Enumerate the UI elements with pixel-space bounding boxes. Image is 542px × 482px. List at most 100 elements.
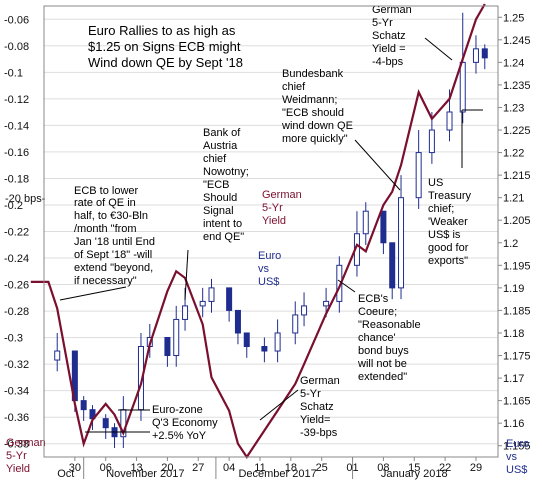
title-line: $1.25 on Signs ECB might — [88, 39, 241, 54]
left-tick-label: -0.26 — [4, 280, 29, 292]
left-tick-label: -0.14 — [4, 120, 29, 132]
left-tick-label: -0.16 — [4, 147, 29, 159]
candle-body — [481, 48, 488, 59]
label-euro-vs-usd: Euro vs US$ — [258, 250, 284, 288]
x-month-label: November 2017 — [106, 468, 184, 480]
candle-body — [398, 197, 405, 289]
right-tick-label: 1.17 — [503, 373, 524, 385]
title-line: Wind down QE by Sept '18 — [88, 55, 243, 70]
right-tick-label: 1.21 — [503, 193, 524, 205]
candle-body — [261, 346, 268, 352]
candle-body — [428, 129, 435, 154]
right-tick-label: 1.22 — [503, 148, 524, 160]
candle-body — [292, 314, 299, 334]
x-month-label: Oct — [57, 468, 74, 480]
candle-body — [362, 210, 369, 235]
candle-body — [380, 210, 387, 244]
x-day-label: 18 — [285, 462, 297, 474]
candle-body — [102, 418, 109, 429]
annotation-schatz-bottom: German 5-Yr Schatz Yield= -39-bps — [300, 375, 343, 439]
candle-body — [323, 300, 330, 307]
left-unit-label: -20 bps- — [5, 193, 46, 205]
annotation-leaders — [59, 37, 483, 433]
candle-body — [472, 48, 479, 63]
annotation-bundesbank: Bundesbank chief Weidmann; "ECB should w… — [281, 68, 356, 145]
annotation-q3: Euro-zone Q'3 Economy +2.5% YoY — [152, 404, 221, 442]
right-tick-label: 1.165 — [503, 396, 531, 408]
right-tick-label: 1.235 — [503, 80, 531, 92]
left-tick-label: -0.38 — [4, 439, 29, 451]
right-tick-label: 1.215 — [503, 170, 531, 182]
x-day-label: 22 — [439, 462, 451, 474]
plot-frame — [43, 5, 499, 458]
x-day-label: 25 — [316, 462, 328, 474]
x-month-label: January 2018 — [381, 468, 448, 480]
x-day-label: 11 — [254, 462, 265, 474]
candle-body — [243, 332, 250, 348]
left-tick-label: -0.18 — [4, 173, 29, 185]
left-tick-label: -0.06 — [4, 14, 29, 26]
x-day-label: 15 — [408, 462, 420, 474]
annotation-us-treasury: US Treasury chief; 'Weaker US$ is good f… — [428, 177, 474, 267]
candle-body — [415, 152, 422, 199]
left-tick-label: -0.24 — [4, 253, 29, 265]
right-tick-label: 1.2 — [503, 238, 518, 250]
right-tick-label: 1.205 — [503, 215, 531, 227]
title-line: Euro Rallies to as high as — [88, 23, 236, 38]
candle-body — [54, 350, 61, 361]
candle-body — [208, 287, 215, 302]
annotation-schatz-top: German 5-Yr Schatz Yield = -4-bps — [372, 4, 415, 68]
left-tick-label: -0.08 — [4, 41, 29, 53]
candle-body — [80, 400, 87, 411]
x-day-label: 30 — [69, 462, 81, 474]
candle-body — [173, 318, 180, 357]
right-tick-label: 1.185 — [503, 305, 531, 317]
candle-body — [274, 332, 281, 352]
candle-body — [446, 111, 453, 131]
candle-body — [301, 305, 308, 316]
x-day-label: 13 — [130, 462, 142, 474]
left-tick-label: -0.28 — [4, 306, 29, 318]
candle-body — [199, 300, 206, 307]
right-tick-label: 1.16 — [503, 418, 524, 430]
left-axis-ticks: -0.06 -0.08 -0.1 -0.12 -0.14 -0.16 -0.18 -0.2 -0… — [4, 14, 29, 450]
label-german-5yr-yield: German 5-Yr Yield — [262, 189, 305, 227]
right-tick-label: 1.18 — [503, 328, 524, 340]
x-day-label: 06 — [100, 462, 112, 474]
left-tick-label: -0.32 — [4, 359, 29, 371]
right-tick-label: 1.195 — [503, 260, 531, 272]
left-tick-label: -0.1 — [4, 67, 23, 79]
right-tick-label: 1.225 — [503, 125, 531, 137]
x-day-label: 20 — [161, 462, 173, 474]
x-month-label: December 2017 — [238, 468, 316, 480]
left-tick-label: -0.22 — [4, 227, 29, 239]
left-tick-label: -0.2 — [4, 200, 23, 212]
annotation-ecb-lower: ECB to lower rate of QE in half, to €30-… — [74, 185, 158, 287]
x-day-label: 27 — [192, 462, 204, 474]
left-tick-label: -0.3 — [4, 333, 23, 345]
chart-title: Euro Rallies to as high as $1.25 on Sign… — [88, 23, 244, 70]
right-tick-label: 1.245 — [503, 35, 531, 47]
right-tick-label: 1.24 — [503, 57, 524, 69]
candle-body — [182, 305, 189, 320]
candle-body — [389, 242, 396, 289]
x-day-label: 04 — [223, 462, 235, 474]
annotation-coeure: ECB's Coeure; "Reasonable chance' bond b… — [357, 293, 424, 383]
right-tick-label: 1.155 — [503, 441, 531, 453]
candle-body — [459, 61, 466, 113]
right-tick-label: 1.175 — [503, 351, 531, 363]
right-axis-title: Euro vs US$ — [506, 438, 532, 476]
left-tick-label: -0.36 — [4, 412, 29, 424]
right-tick-label: 1.25 — [503, 12, 524, 24]
german-5yr-yield-line — [30, 3, 486, 459]
grid — [44, 18, 498, 445]
right-tick-label: 1.23 — [503, 102, 524, 114]
left-axis-title: German 5-Yr Yield — [6, 437, 49, 475]
x-day-label: 08 — [377, 462, 389, 474]
candle-body — [234, 309, 241, 334]
right-tick-label: 1.19 — [503, 283, 524, 295]
x-day-label: 29 — [470, 462, 482, 474]
right-axis-ticks: 1.251.2451.241.2351.231.2251.221.2151.21… — [498, 12, 531, 453]
